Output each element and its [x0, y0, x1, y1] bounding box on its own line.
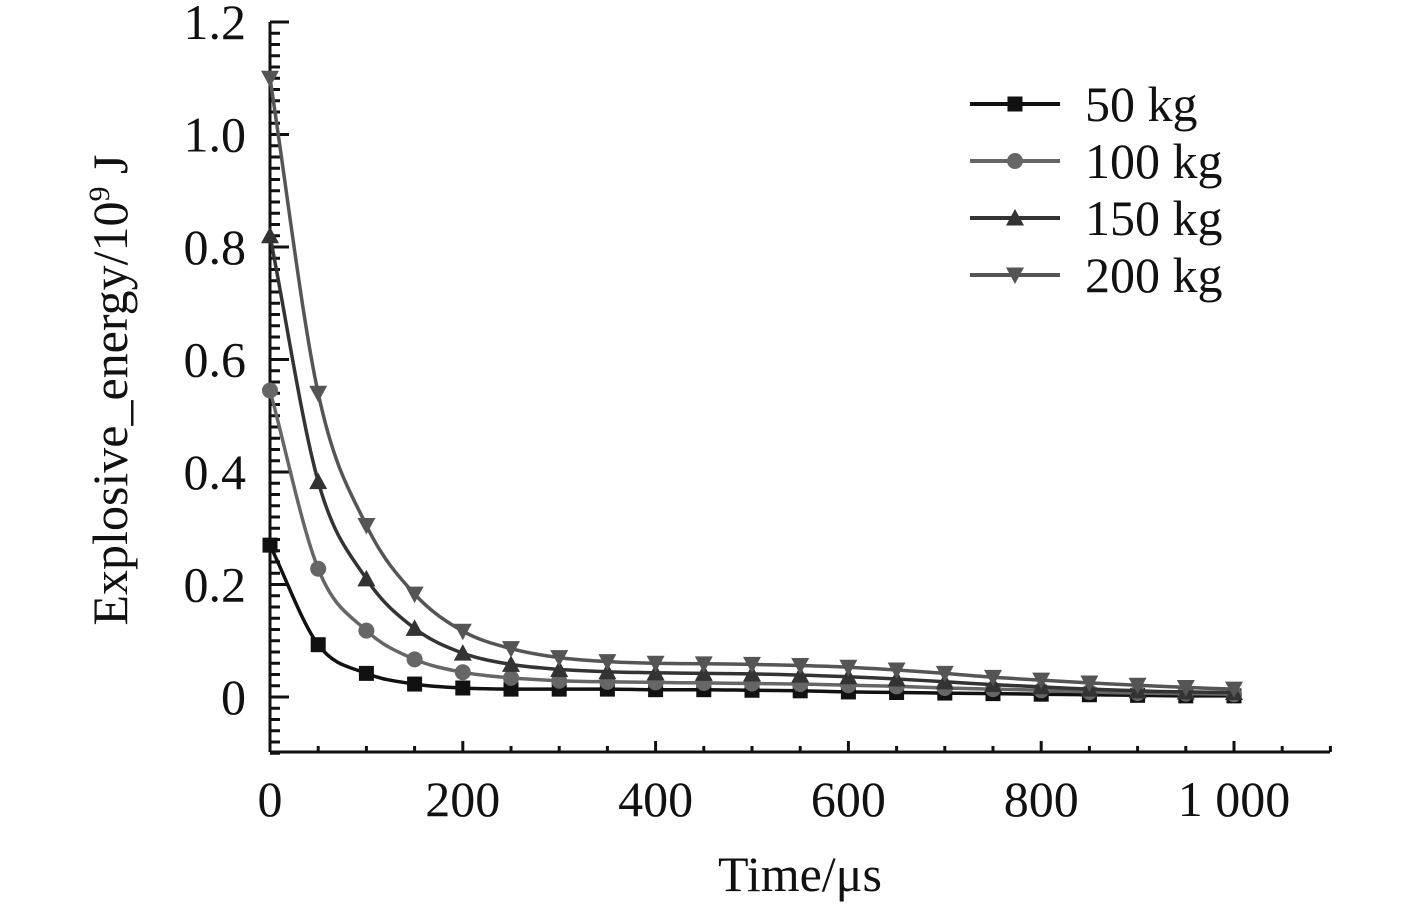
series-200-kg [261, 70, 1243, 699]
series-line-150-kg [268, 235, 1235, 695]
data-point-50-kg [407, 676, 423, 692]
series-line-200-kg [268, 78, 1235, 691]
legend-marker [1007, 96, 1023, 112]
y-tick-label: 0 [221, 669, 246, 725]
legend-marker [1006, 267, 1024, 284]
x-tick-label: 1 000 [1178, 771, 1291, 827]
legend-item-150-kg: 150 kg [970, 190, 1223, 246]
data-point-200-kg [1225, 681, 1243, 699]
data-point-100-kg [503, 669, 519, 686]
data-point-200-kg [743, 656, 761, 674]
y-axis-title-main: Explosive_energy/10 [82, 201, 138, 625]
legend-label: 100 kg [1085, 133, 1223, 189]
x-tick-label: 800 [1004, 771, 1079, 827]
data-point-100-kg [310, 560, 327, 577]
data-point-200-kg [550, 650, 569, 667]
data-point-100-kg [262, 382, 278, 399]
data-point-100-kg [358, 622, 375, 639]
data-point-150-kg [502, 655, 520, 672]
series-line-100-kg [268, 389, 1235, 696]
data-point-200-kg [1080, 675, 1099, 692]
series-layer [261, 70, 1243, 704]
data-point-150-kg [550, 660, 569, 677]
data-point-150-kg [405, 619, 424, 636]
data-point-150-kg [309, 472, 328, 490]
data-point-200-kg [935, 665, 954, 683]
y-tick-label: 0.8 [184, 219, 247, 275]
data-point-50-kg [358, 665, 374, 681]
data-point-200-kg [405, 586, 424, 604]
data-point-200-kg [887, 662, 906, 679]
y-tick-label: 1.0 [184, 107, 247, 163]
x-axis-title: Time/μs [718, 846, 882, 902]
legend-marker [1006, 209, 1024, 226]
y-axis-title-unit: J [82, 155, 138, 187]
x-tick-label: 0 [258, 771, 283, 827]
x-tick-label: 200 [425, 771, 500, 827]
data-point-200-kg [453, 623, 472, 641]
x-tick-label: 400 [618, 771, 693, 827]
legend-item-100-kg: 100 kg [970, 133, 1223, 189]
series-100-kg [262, 382, 1242, 703]
y-axis-title-exponent: 9 [83, 186, 116, 201]
y-tick-label: 1.2 [184, 0, 247, 50]
data-point-200-kg [502, 641, 520, 658]
data-point-150-kg [453, 644, 472, 661]
data-point-200-kg [261, 70, 279, 88]
data-point-200-kg [791, 658, 810, 675]
legend-item-50-kg: 50 kg [970, 76, 1198, 132]
data-point-50-kg [262, 537, 278, 553]
data-point-150-kg [357, 569, 376, 587]
data-point-50-kg [455, 680, 471, 696]
legend-marker [1007, 153, 1023, 169]
x-tick-label: 600 [811, 771, 886, 827]
legend-item-200-kg: 200 kg [970, 247, 1223, 303]
y-tick-label: 0.2 [184, 557, 247, 613]
data-point-50-kg [503, 681, 519, 697]
legend-label: 150 kg [1085, 190, 1223, 246]
y-tick-label: 0.4 [184, 444, 247, 500]
data-point-100-kg [406, 651, 423, 668]
data-point-200-kg [646, 655, 665, 673]
data-point-150-kg [598, 662, 617, 680]
data-point-200-kg [1128, 677, 1147, 695]
y-tick-label: 0.6 [184, 332, 247, 388]
y-axis-title: Explosive_energy/109 J [82, 155, 138, 626]
data-point-200-kg [984, 669, 1002, 687]
data-point-200-kg [694, 656, 713, 673]
data-point-150-kg [261, 226, 279, 244]
data-point-200-kg [1176, 679, 1195, 697]
data-point-200-kg [598, 654, 617, 671]
data-point-200-kg [357, 517, 376, 535]
data-point-200-kg [309, 385, 328, 403]
data-point-100-kg [454, 664, 471, 681]
data-point-200-kg [839, 659, 858, 677]
ticks: 0 200 400 600 800 1 000 0 0.2 0.4 0.6 0.8 1.0 1.2 [184, 0, 1332, 827]
data-point-200-kg [1032, 672, 1051, 690]
legend-label: 50 kg [1085, 76, 1198, 132]
legend-label: 200 kg [1085, 247, 1223, 303]
data-point-50-kg [310, 637, 326, 653]
